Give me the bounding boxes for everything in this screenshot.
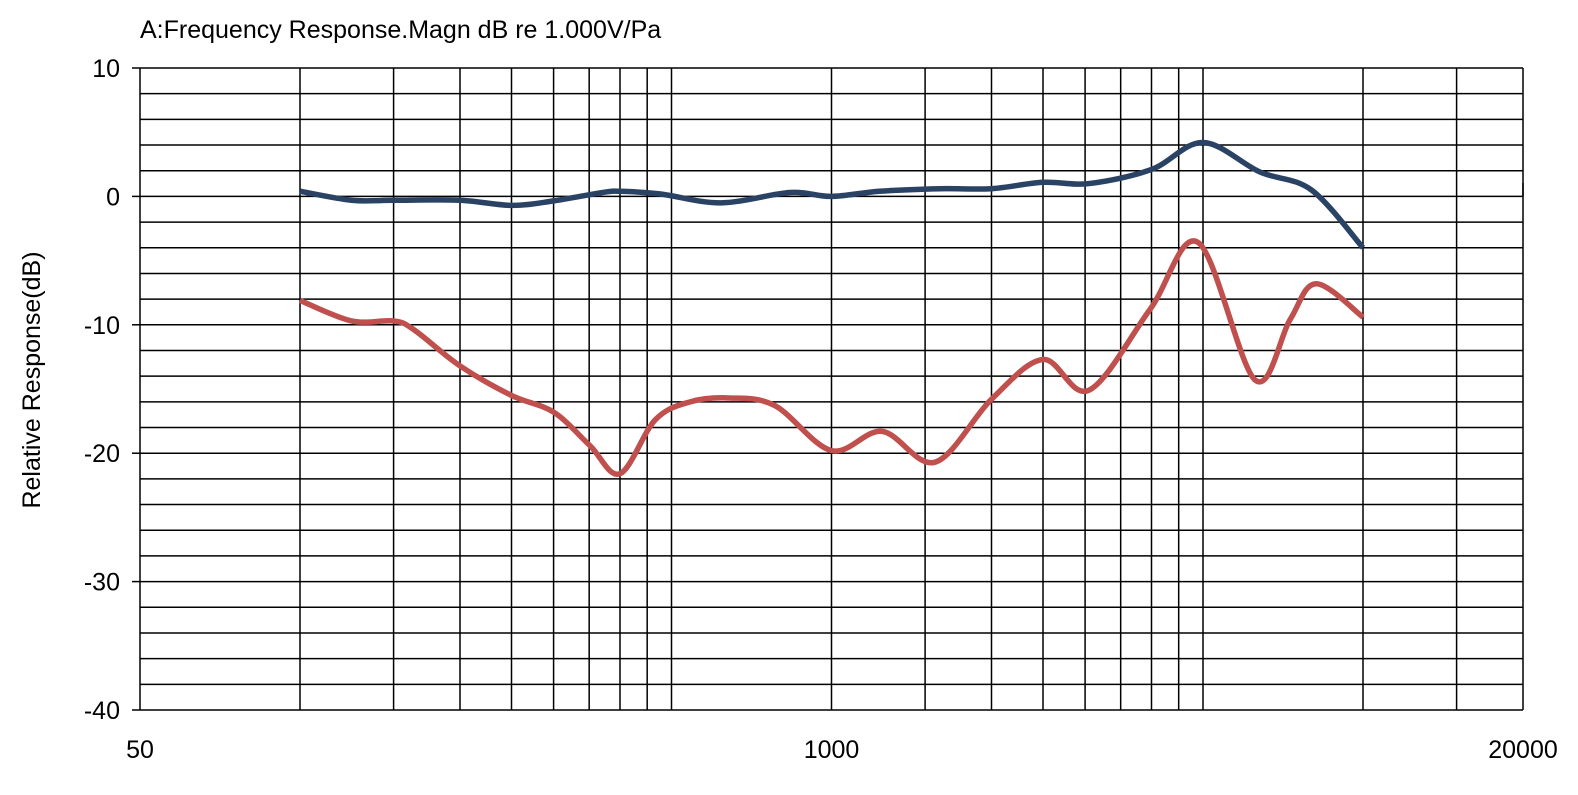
series-lines xyxy=(298,139,1366,477)
y-tick-label: -30 xyxy=(84,569,120,597)
series-line xyxy=(298,238,1365,477)
x-tick-label: 1000 xyxy=(804,736,860,764)
y-tick-label: -10 xyxy=(84,312,120,340)
y-tick-label: 10 xyxy=(92,55,120,83)
y-axis-label: Relative Response(dB) xyxy=(18,251,46,508)
chart-title: A:Frequency Response.Magn dB re 1.000V/P… xyxy=(140,16,661,44)
series-line xyxy=(299,139,1366,250)
y-tick-label: -40 xyxy=(84,697,120,725)
grid xyxy=(139,67,1524,711)
y-tick-label: 0 xyxy=(106,183,120,211)
y-tick-label: -20 xyxy=(84,440,120,468)
x-tick-label: 20000 xyxy=(1488,736,1558,764)
x-tick-label: 50 xyxy=(126,736,154,764)
